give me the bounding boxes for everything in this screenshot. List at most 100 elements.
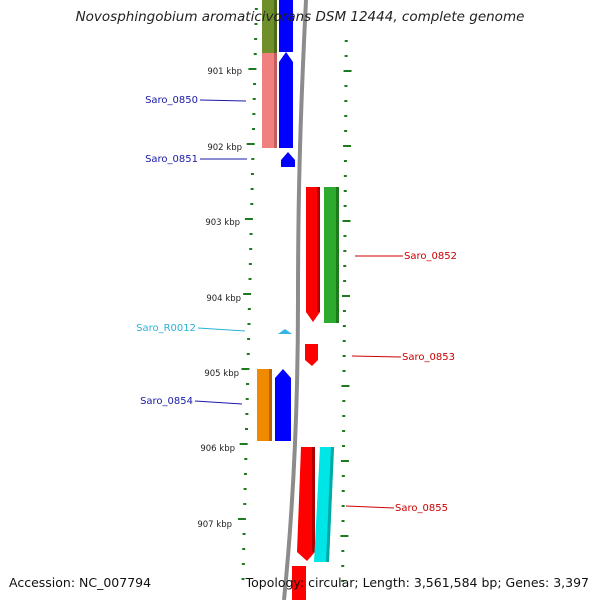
ruler-dot xyxy=(342,445,346,447)
ruler-dot xyxy=(249,233,253,235)
tick-labels: 901 kbp 902 kbp 903 kbp 904 kbp 905 kbp 906 k… xyxy=(197,67,242,530)
gene-red-saro0855-shade xyxy=(312,447,315,552)
ruler-dot xyxy=(342,220,351,222)
tick-label: 905 kbp xyxy=(204,369,239,379)
ruler-dot xyxy=(342,415,346,417)
gene-label[interactable]: Saro_0850 xyxy=(145,95,198,106)
ruler-dot xyxy=(342,295,351,297)
gene-label-leader xyxy=(199,99,247,102)
ruler-dot xyxy=(248,263,252,265)
gene-red-saro0852[interactable] xyxy=(306,187,320,322)
ruler-left xyxy=(237,8,258,580)
gene-red-bottom[interactable] xyxy=(292,566,306,600)
ruler-dot xyxy=(344,100,348,102)
ruler-dot xyxy=(252,98,256,100)
ruler-dot xyxy=(343,265,347,267)
tick-label: 904 kbp xyxy=(206,294,241,304)
gene-label[interactable]: Saro_0854 xyxy=(140,396,193,407)
ruler-dot xyxy=(341,490,345,492)
ruler-dot xyxy=(244,458,248,460)
gene-blue-top[interactable] xyxy=(279,0,293,52)
ruler-dot xyxy=(253,53,257,55)
gene-pink-saro0850[interactable] xyxy=(262,53,276,148)
ruler-dot xyxy=(247,323,251,325)
ruler-dot xyxy=(241,368,250,370)
ruler-dot xyxy=(248,278,252,280)
ruler-dot xyxy=(341,565,345,567)
ruler-dot xyxy=(341,580,345,582)
gene-green-saro0852[interactable] xyxy=(324,187,339,323)
ruler-dot xyxy=(340,535,349,537)
gene-pink-shade xyxy=(274,53,277,148)
ruler-dot xyxy=(340,460,349,462)
ruler-dot xyxy=(241,563,245,565)
ruler-dot xyxy=(341,505,345,507)
ruler-dot xyxy=(243,488,247,490)
ruler-dot xyxy=(239,443,248,445)
ruler-dot xyxy=(342,400,346,402)
ruler-dot xyxy=(341,475,345,477)
ruler-dot xyxy=(343,280,347,282)
gene-label-leader xyxy=(194,400,243,405)
gene-cyan-shade xyxy=(326,447,334,562)
ruler-dot xyxy=(344,115,348,117)
ruler-dot xyxy=(254,23,258,25)
gene-blue-saro0850[interactable] xyxy=(279,52,293,148)
gene-olive-top[interactable] xyxy=(262,0,276,53)
gene-label[interactable]: Saro_0853 xyxy=(402,352,455,363)
ruler-dot xyxy=(343,205,347,207)
ruler-dot xyxy=(243,473,247,475)
ruler-dot xyxy=(246,353,250,355)
ruler-dot xyxy=(342,355,346,357)
gene-label-leader xyxy=(345,505,395,509)
ruler-dot xyxy=(342,310,346,312)
ruler-right xyxy=(340,40,352,582)
ruler-dot xyxy=(247,338,251,340)
tick-label: 906 kbp xyxy=(200,444,235,454)
ruler-dot xyxy=(342,430,346,432)
genome-title: Novosphingobium aromaticivorans DSM 1244… xyxy=(75,9,525,25)
ruler-dot xyxy=(244,218,253,220)
ruler-dot xyxy=(246,143,255,145)
ruler-dot xyxy=(243,293,252,295)
gene-label[interactable]: Saro_0855 xyxy=(395,503,448,514)
ruler-dot xyxy=(343,160,347,162)
ruler-dot xyxy=(343,70,352,72)
gene-label[interactable]: Saro_R0012 xyxy=(136,323,196,334)
gene-red-saro0853[interactable] xyxy=(305,344,318,366)
gene-red-saro0852-shade xyxy=(317,187,320,312)
ruler-dot xyxy=(343,145,352,147)
tick-label: 907 kbp xyxy=(197,520,232,530)
ruler-dot xyxy=(342,340,346,342)
ruler-dot xyxy=(250,173,254,175)
gene-red-saro0855[interactable] xyxy=(297,447,315,561)
gene-green-shade xyxy=(336,187,339,323)
ruler-dot xyxy=(344,85,348,87)
ruler-dot xyxy=(341,385,350,387)
ruler-dot xyxy=(343,175,347,177)
gene-orange-saro0854[interactable] xyxy=(257,369,272,441)
gene-blue-saro0851[interactable] xyxy=(281,152,295,167)
ruler-dot xyxy=(342,370,346,372)
genome-summary: Topology: circular; Length: 3,561,584 bp… xyxy=(245,575,589,590)
ruler-dot xyxy=(344,40,348,42)
gene-orange-shade xyxy=(269,369,272,441)
gene-label[interactable]: Saro_0852 xyxy=(404,251,457,262)
ruler-dot xyxy=(250,188,254,190)
gene-label-leader xyxy=(351,355,402,358)
ruler-dot xyxy=(251,158,255,160)
ruler-dot xyxy=(253,83,257,85)
gene-labels: Saro_0850 Saro_0851 Saro_0852 Saro_R0012 Sar… xyxy=(136,95,457,514)
ruler-dot xyxy=(242,533,246,535)
ruler-dot xyxy=(254,38,258,40)
ruler-dot xyxy=(252,128,256,130)
gene-label-leader xyxy=(197,327,246,332)
ruler-dot xyxy=(344,55,348,57)
gene-label[interactable]: Saro_0851 xyxy=(145,154,198,165)
gene-blue-saro0854[interactable] xyxy=(275,369,291,441)
ruler-dot xyxy=(341,550,345,552)
ruler-dot xyxy=(248,68,257,70)
rna-saro-r0012[interactable] xyxy=(278,329,292,334)
ruler-dot xyxy=(250,203,254,205)
